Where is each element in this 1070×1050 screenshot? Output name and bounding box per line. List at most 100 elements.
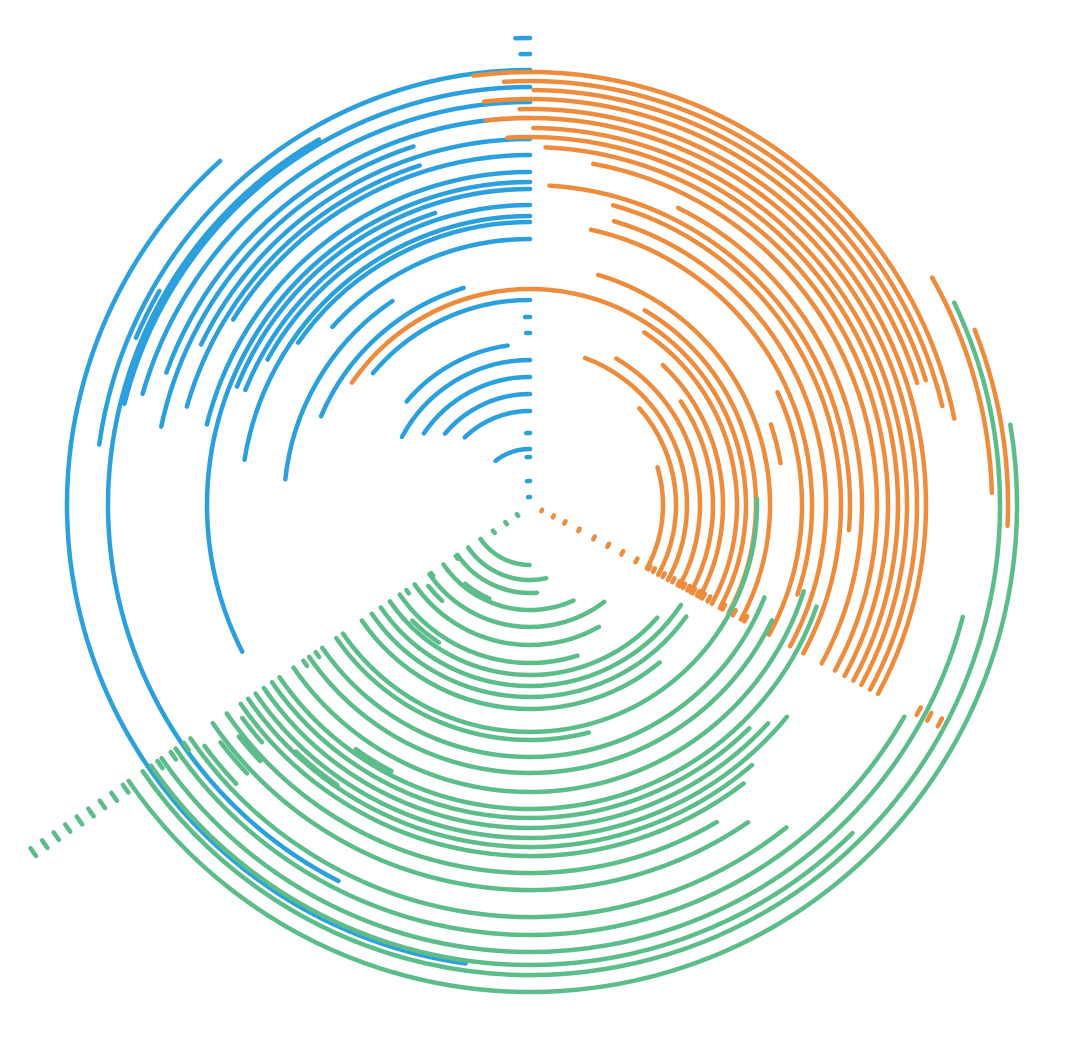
green-arc	[340, 496, 760, 735]
orange-arc	[768, 422, 783, 466]
orange-arc	[582, 355, 690, 583]
orange-arc	[935, 716, 945, 729]
green-arc	[441, 562, 576, 613]
orange-arc	[742, 613, 750, 624]
green-arc	[334, 635, 592, 743]
orange-arc	[972, 327, 1011, 529]
green-arc	[369, 611, 689, 700]
green-arc	[239, 715, 265, 745]
orange-arc	[576, 526, 582, 534]
orange-arc	[471, 69, 957, 421]
blue-arc	[105, 137, 341, 884]
green-arc	[426, 583, 445, 604]
green-arc	[410, 618, 442, 645]
orange-arc	[678, 399, 716, 595]
green-arc	[301, 658, 310, 669]
blue-arc	[133, 288, 162, 341]
blue-arc	[399, 357, 533, 440]
orange-arc	[562, 518, 568, 526]
green-arc	[478, 536, 532, 568]
orange-arc	[505, 134, 901, 683]
green-arc	[236, 734, 263, 764]
green-arc	[62, 822, 73, 834]
blue-arc	[242, 213, 533, 463]
orange-arc	[501, 78, 945, 409]
orange-arc	[685, 583, 692, 593]
blue-arc	[318, 285, 466, 419]
green-arc	[293, 749, 340, 788]
orange-arc	[614, 356, 703, 589]
green-arc	[218, 740, 250, 776]
orange-arc	[483, 115, 920, 692]
green-arc	[378, 602, 684, 689]
blue-series	[64, 35, 533, 966]
green-arc	[28, 845, 39, 859]
green-arc	[120, 782, 131, 795]
green-arc	[188, 736, 789, 920]
green-arc	[404, 587, 412, 596]
orange-arc	[531, 87, 929, 383]
green-arc	[51, 830, 62, 843]
orange-arc	[611, 218, 829, 649]
orange-arc	[605, 541, 612, 550]
green-arc	[168, 749, 179, 762]
green-arc	[245, 696, 755, 850]
green-arc	[210, 720, 751, 893]
orange-arc	[675, 205, 865, 666]
green-arc	[462, 581, 492, 601]
orange-arc	[650, 566, 658, 575]
green-arc	[397, 592, 580, 666]
orange-arc	[644, 464, 666, 571]
green-arc	[427, 571, 607, 630]
orange-arc	[517, 106, 929, 697]
orange-arc	[543, 145, 891, 679]
blue-arc	[230, 152, 533, 322]
green-arc	[320, 595, 767, 760]
orange-arc	[591, 534, 598, 542]
green-arc	[313, 650, 322, 660]
orange-arc	[531, 125, 910, 688]
orange-arc	[720, 602, 728, 612]
green-arc	[465, 545, 549, 583]
orange-arc	[924, 710, 934, 723]
orange-arc	[914, 705, 923, 718]
green-arc	[261, 685, 771, 831]
green-arc	[291, 589, 806, 795]
blue-arc	[164, 115, 533, 375]
green-arc	[490, 528, 498, 536]
green-arc	[140, 300, 1003, 978]
orange-arc	[694, 588, 702, 598]
orange-arc	[588, 227, 815, 597]
green-arc	[353, 746, 394, 774]
orange-arc	[705, 594, 713, 604]
blue-arc	[140, 99, 533, 397]
orange-arc	[642, 330, 740, 607]
orange-arc	[619, 548, 626, 557]
blue-arc	[442, 391, 533, 436]
green-arc	[173, 714, 907, 938]
green-arc	[39, 838, 50, 851]
blue-arc	[421, 374, 533, 436]
orange-arc	[670, 576, 677, 585]
blue-arc	[330, 236, 533, 330]
orange-arc	[539, 507, 545, 514]
green-arc	[503, 519, 510, 527]
blue-arc	[234, 186, 533, 389]
blue-arc	[204, 169, 533, 427]
green-arc	[253, 691, 790, 841]
orange-arc	[660, 571, 667, 580]
blue-arc	[96, 67, 533, 447]
orange-arc	[595, 272, 773, 622]
blue-arc	[295, 219, 533, 345]
green-arc	[224, 711, 720, 876]
orange-arc	[929, 275, 995, 496]
blue-arc	[265, 202, 533, 362]
green-arc	[277, 604, 819, 812]
blue-arc	[64, 158, 468, 966]
green-arc	[86, 806, 96, 819]
green-arc	[455, 552, 540, 596]
orange-arc	[766, 389, 805, 638]
blue-arc	[122, 84, 533, 407]
